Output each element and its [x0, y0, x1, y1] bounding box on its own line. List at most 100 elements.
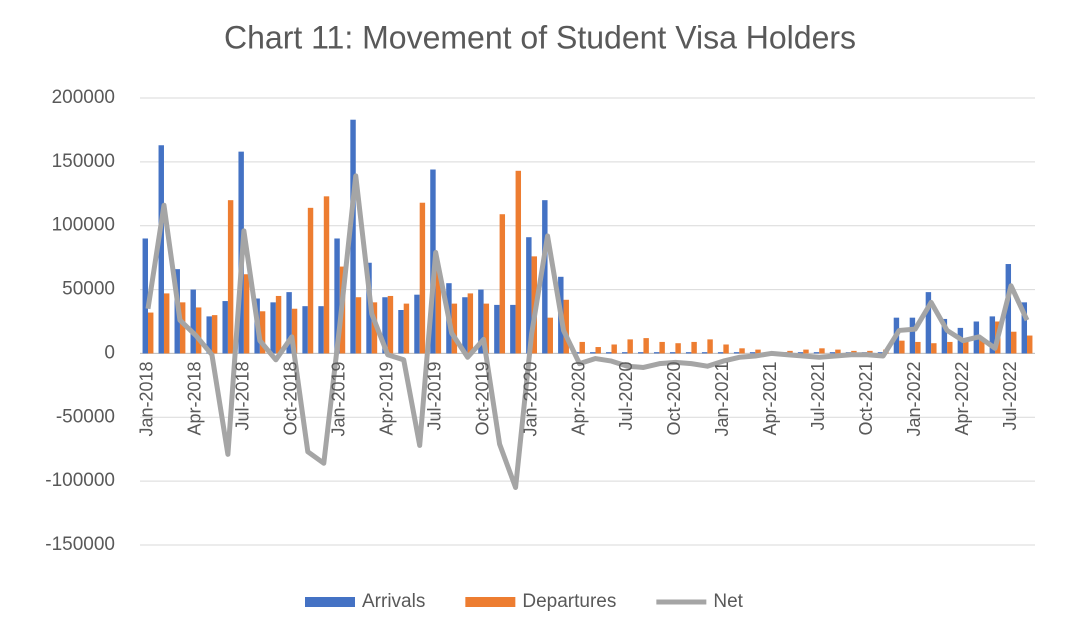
y-tick-label: -50000	[56, 406, 115, 427]
x-tick-label: Jan-2018	[137, 361, 157, 436]
legend-swatch	[465, 597, 516, 607]
x-tick-label: Jul-2021	[808, 361, 828, 430]
bar	[355, 297, 362, 354]
bar	[867, 350, 873, 354]
bar	[909, 317, 916, 354]
bar	[733, 352, 740, 354]
bar	[707, 339, 713, 354]
x-tick-label: Oct-2019	[472, 361, 492, 435]
x-tick-label: Jul-2022	[1000, 361, 1020, 430]
bar	[211, 315, 218, 354]
y-tick-label: 150000	[52, 151, 115, 172]
bar	[685, 352, 692, 354]
bar	[579, 341, 585, 354]
bar	[963, 340, 969, 354]
y-tick-label: -100000	[45, 470, 115, 491]
bar	[1021, 302, 1028, 354]
bar	[483, 303, 490, 354]
bar	[515, 170, 522, 354]
bar	[989, 316, 996, 354]
bar	[803, 349, 809, 354]
y-tick-label: 0	[104, 342, 115, 363]
bar	[835, 349, 841, 354]
bar	[467, 293, 474, 354]
bar	[675, 343, 681, 354]
x-tick-label: Oct-2021	[856, 361, 876, 435]
bar	[638, 352, 644, 354]
bar	[419, 202, 426, 354]
bar	[371, 302, 378, 354]
bar	[829, 352, 836, 354]
bar	[323, 196, 330, 354]
bar	[723, 344, 729, 354]
y-tick-label: 200000	[52, 87, 115, 108]
x-tick-label: Apr-2022	[952, 361, 972, 435]
bar	[931, 343, 937, 354]
bar	[819, 348, 825, 354]
bar	[606, 352, 612, 354]
bar	[542, 200, 548, 354]
bar	[147, 312, 154, 354]
bar	[190, 289, 196, 354]
bar	[622, 352, 628, 354]
legend-label: Arrivals	[362, 591, 425, 612]
bar	[643, 338, 649, 354]
x-tick-label: Jan-2021	[712, 361, 732, 436]
bar	[1005, 264, 1012, 354]
bar	[787, 350, 793, 354]
bar	[590, 352, 596, 354]
bar	[179, 302, 186, 354]
bar	[925, 292, 932, 354]
x-tick-label: Jul-2020	[616, 361, 636, 430]
legend-swatch	[305, 597, 355, 607]
bar	[899, 340, 905, 354]
bar	[387, 295, 394, 354]
bar	[494, 304, 500, 354]
bar	[259, 311, 266, 354]
bar	[510, 304, 516, 354]
bar	[717, 352, 724, 354]
bar	[142, 238, 148, 354]
legend-label: Departures	[522, 591, 616, 612]
bar	[749, 352, 756, 354]
bar	[1011, 331, 1017, 354]
bar	[350, 119, 356, 354]
bar	[318, 306, 324, 354]
x-tick-label: Jul-2019	[424, 361, 444, 430]
bar	[227, 200, 234, 354]
bar	[499, 214, 506, 354]
bar	[659, 341, 665, 354]
bar	[382, 297, 388, 354]
bar	[462, 297, 468, 354]
bar	[435, 270, 442, 354]
bar	[627, 339, 633, 354]
bar	[797, 352, 804, 354]
bar	[941, 318, 948, 354]
bar	[851, 350, 857, 354]
x-tick-label: Jan-2019	[329, 361, 349, 436]
x-tick-label: Apr-2020	[568, 361, 588, 435]
x-tick-label: Oct-2018	[281, 361, 301, 435]
bar	[286, 292, 292, 354]
bar	[478, 289, 484, 354]
bar	[653, 352, 660, 354]
bar	[414, 294, 420, 354]
x-tick-label: Oct-2020	[664, 361, 684, 435]
bar	[526, 237, 532, 354]
x-tick-label: Jan-2020	[520, 361, 540, 436]
bar	[755, 349, 761, 354]
x-tick-label: Jan-2022	[904, 361, 924, 436]
line	[145, 173, 1030, 491]
y-tick-label: -150000	[45, 534, 115, 555]
legend-label: Net	[713, 591, 743, 612]
bar	[291, 308, 298, 354]
bar	[270, 302, 276, 354]
y-tick-label: 100000	[52, 215, 115, 236]
bar	[403, 303, 410, 354]
bar	[563, 299, 569, 354]
bar	[302, 306, 308, 354]
bar	[334, 238, 340, 354]
bar	[877, 352, 884, 354]
bar	[158, 145, 164, 354]
bar	[398, 310, 404, 354]
